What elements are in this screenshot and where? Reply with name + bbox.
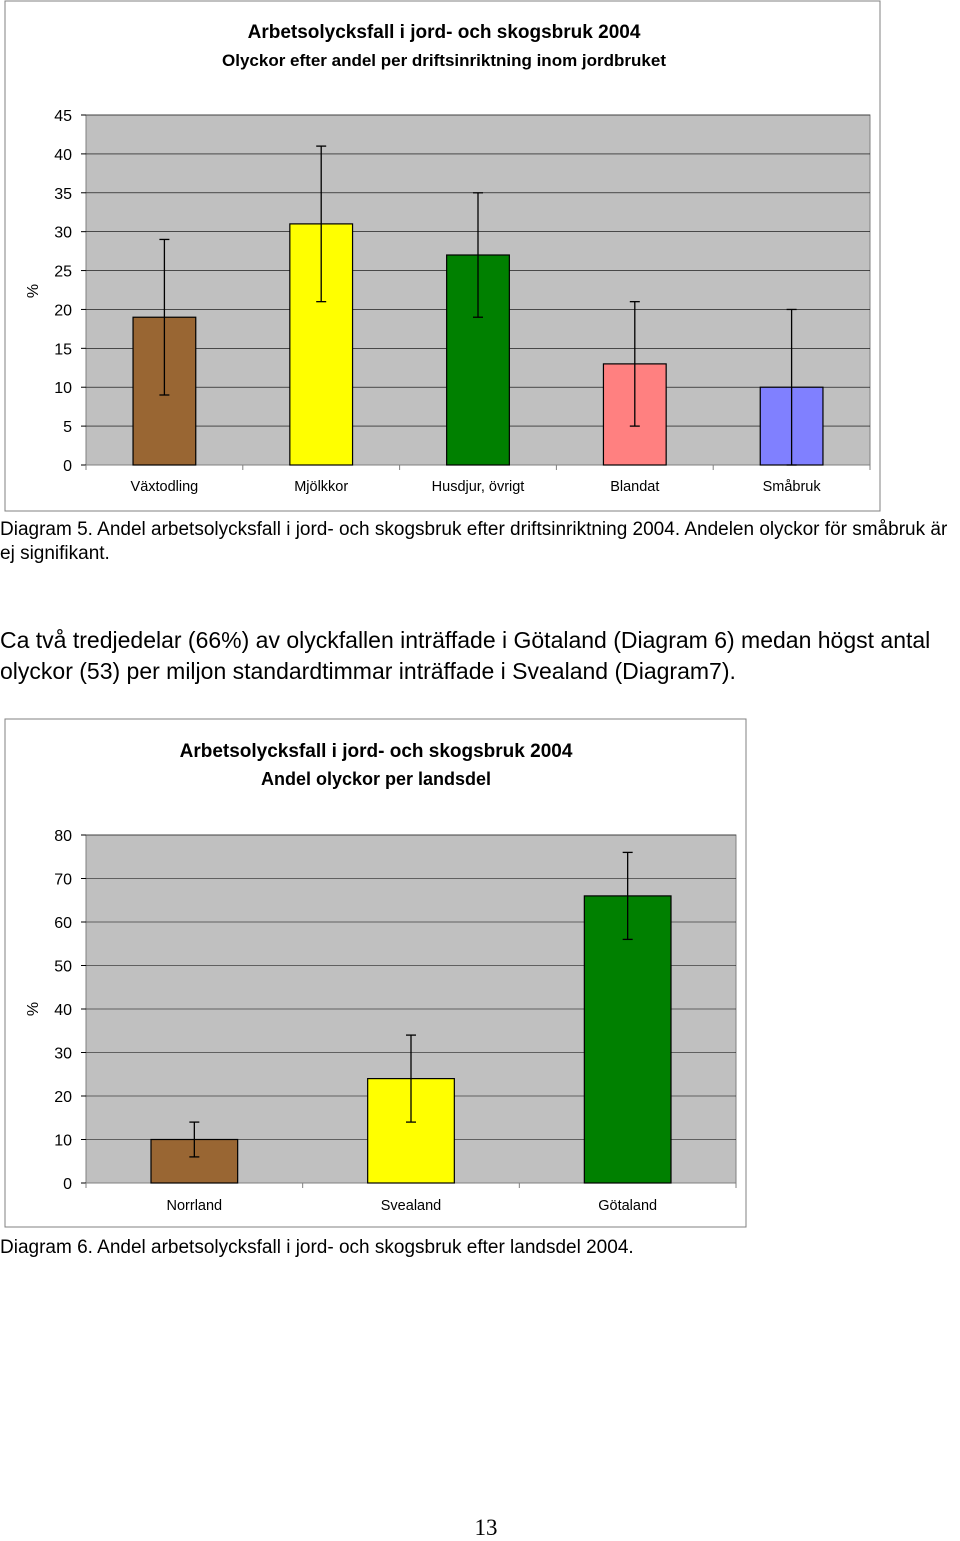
chart-subtitle: Olyckor efter andel per driftsinriktning… (222, 51, 666, 70)
x-category-label: Blandat (610, 479, 659, 495)
bar (583, 895, 672, 1184)
body-paragraph: Ca två tredjedelar (66%) av olyckfallen … (0, 627, 931, 684)
y-tick-label: 40 (54, 1002, 72, 1019)
y-tick-label: 50 (54, 959, 72, 976)
x-category-label: Svealand (381, 1198, 441, 1214)
y-tick-label: 40 (54, 147, 72, 164)
y-axis-label: % (25, 1002, 42, 1016)
x-category-label: Mjölkkor (294, 479, 348, 495)
y-tick-label: 80 (54, 828, 72, 845)
y-tick-label: 0 (63, 1176, 72, 1193)
chart-diagram-5: Arbetsolycksfall i jord- och skogsbruk 2… (4, 0, 881, 512)
x-category-label: Norrland (167, 1198, 223, 1214)
y-tick-label: 30 (54, 1046, 72, 1063)
chart-subtitle: Andel olyckor per landsdel (261, 769, 491, 789)
chart-title: Arbetsolycksfall i jord- och skogsbruk 2… (248, 22, 641, 43)
y-axis-label: % (25, 284, 42, 298)
x-category-label: Växtodling (131, 479, 199, 495)
page-number: 13 (474, 1515, 498, 1540)
y-tick-label: 30 (54, 225, 72, 242)
y-tick-label: 20 (54, 302, 72, 319)
y-tick-label: 20 (54, 1089, 72, 1106)
chart-marks: 0 5 10 15 20 25 30 35 40 45 Växtodling Mjölkkor Husd… (54, 108, 824, 495)
y-tick-label: 0 (63, 458, 72, 475)
x-category-label: Husdjur, övrigt (432, 479, 525, 495)
y-tick-label: 10 (54, 380, 72, 397)
figure-caption-diagram-6: Diagram 6. Andel arbetsolycksfall i jord… (0, 1237, 634, 1258)
chart-title: Arbetsolycksfall i jord- och skogsbruk 2… (180, 741, 573, 762)
y-tick-label: 5 (63, 419, 72, 436)
chart-diagram-6: Arbetsolycksfall i jord- och skogsbruk 2… (4, 718, 747, 1228)
y-tick-label: 15 (54, 341, 72, 358)
y-tick-label: 45 (54, 108, 72, 125)
chart-marks: 0 10 20 30 40 50 60 70 80 Norrland Svealand Götalan… (54, 828, 672, 1214)
figure-caption-diagram-5: Diagram 5. Andel arbetsolycksfall i jord… (0, 519, 948, 564)
y-tick-label: 60 (54, 915, 72, 932)
y-tick-label: 25 (54, 264, 72, 281)
y-tick-label: 70 (54, 872, 72, 889)
x-category-label: Småbruk (763, 479, 822, 495)
x-category-label: Götaland (598, 1198, 657, 1214)
y-tick-label: 35 (54, 186, 72, 203)
y-tick-label: 10 (54, 1133, 72, 1150)
